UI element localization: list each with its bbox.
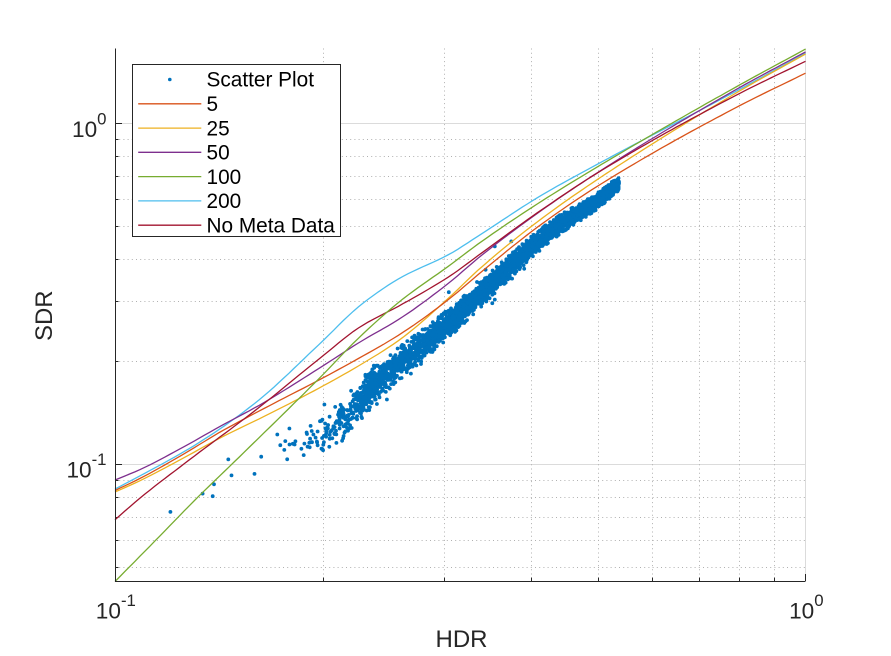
svg-text:5: 5	[207, 93, 219, 116]
svg-text:No Meta Data: No Meta Data	[207, 214, 336, 237]
svg-text:100: 100	[207, 166, 242, 189]
svg-text:Scatter Plot: Scatter Plot	[207, 69, 315, 92]
svg-text:25: 25	[207, 117, 230, 140]
svg-text:50: 50	[207, 142, 230, 165]
svg-text:HDR: HDR	[436, 626, 488, 653]
svg-text:200: 200	[207, 190, 242, 213]
svg-text:SDR: SDR	[31, 290, 58, 341]
